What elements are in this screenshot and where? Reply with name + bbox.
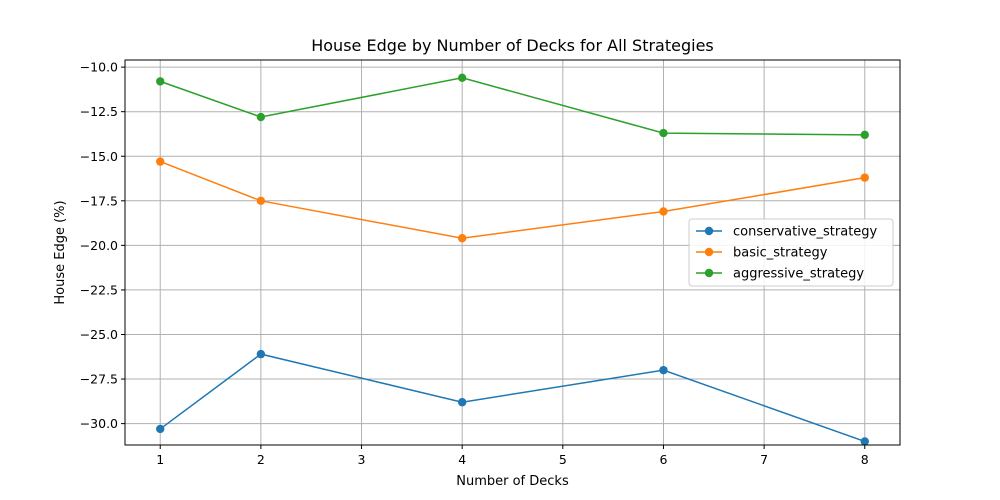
plot-frame — [124, 59, 901, 446]
series-basic_strategy — [156, 157, 869, 243]
y-tick-label: −12.5 — [80, 104, 118, 119]
legend-label-basic_strategy: basic_strategy — [733, 246, 828, 261]
x-tick-label: 4 — [458, 452, 466, 467]
x-tick-label: 5 — [559, 452, 567, 467]
y-tick-label: −15.0 — [80, 149, 118, 164]
x-tick-label: 7 — [760, 452, 768, 467]
x-tick-label: 8 — [861, 452, 869, 467]
y-tick-label: −17.5 — [80, 193, 118, 208]
y-tick-label: −22.5 — [80, 282, 118, 297]
data-point-conservative_strategy — [156, 424, 165, 434]
series-conservative_strategy — [156, 349, 869, 446]
legend-label-aggressive_strategy: aggressive_strategy — [733, 267, 864, 282]
data-point-aggressive_strategy — [860, 130, 869, 140]
data-point-conservative_strategy — [659, 365, 668, 375]
data-point-aggressive_strategy — [156, 77, 165, 86]
legend: conservative_strategy basic_strategyaggre… — [688, 218, 894, 287]
y-tick-label: −27.5 — [80, 372, 118, 387]
y-tick-label: −25.0 — [80, 327, 118, 342]
y-tick-label: −20.0 — [80, 238, 118, 253]
data-point-basic_strategy — [659, 207, 668, 216]
legend-box — [688, 218, 894, 287]
data-point-basic_strategy — [156, 157, 165, 166]
x-tick-label: 3 — [358, 452, 366, 467]
series-layer — [156, 73, 869, 446]
legend-marker-conservative_strategy — [704, 226, 714, 236]
ticks: 1 2 3 4 5 6 7 8 −10.0 −12.5 −15.0 −17.5 −20.0 −22.5 −2… — [80, 60, 869, 467]
data-point-conservative_strategy — [860, 437, 869, 446]
x-tick-label: 2 — [257, 452, 265, 467]
data-point-basic_strategy — [457, 234, 467, 243]
data-point-aggressive_strategy — [457, 73, 467, 83]
data-point-aggressive_strategy — [659, 128, 668, 138]
data-point-basic_strategy — [860, 173, 869, 182]
y-tick-label: −30.0 — [80, 416, 118, 431]
legend-marker-aggressive_strategy — [704, 268, 714, 278]
data-point-basic_strategy — [256, 196, 266, 206]
data-point-conservative_strategy — [256, 349, 266, 359]
series-aggressive_strategy — [156, 73, 869, 140]
x-axis-label: Number of Decks — [456, 474, 569, 489]
data-point-conservative_strategy — [457, 398, 467, 407]
chart-title: House Edge by Number of Decks for All St… — [311, 36, 714, 55]
legend-label-conservative_strategy: conservative_strategy — [733, 225, 878, 240]
data-point-aggressive_strategy — [256, 112, 266, 122]
y-tick-label: −10.0 — [80, 60, 118, 75]
legend-marker-basic_strategy — [704, 247, 714, 257]
x-tick-label: 1 — [156, 452, 164, 467]
grid — [125, 60, 900, 445]
x-tick-label: 6 — [659, 452, 667, 467]
y-axis-label: House Edge (%) — [53, 200, 68, 304]
